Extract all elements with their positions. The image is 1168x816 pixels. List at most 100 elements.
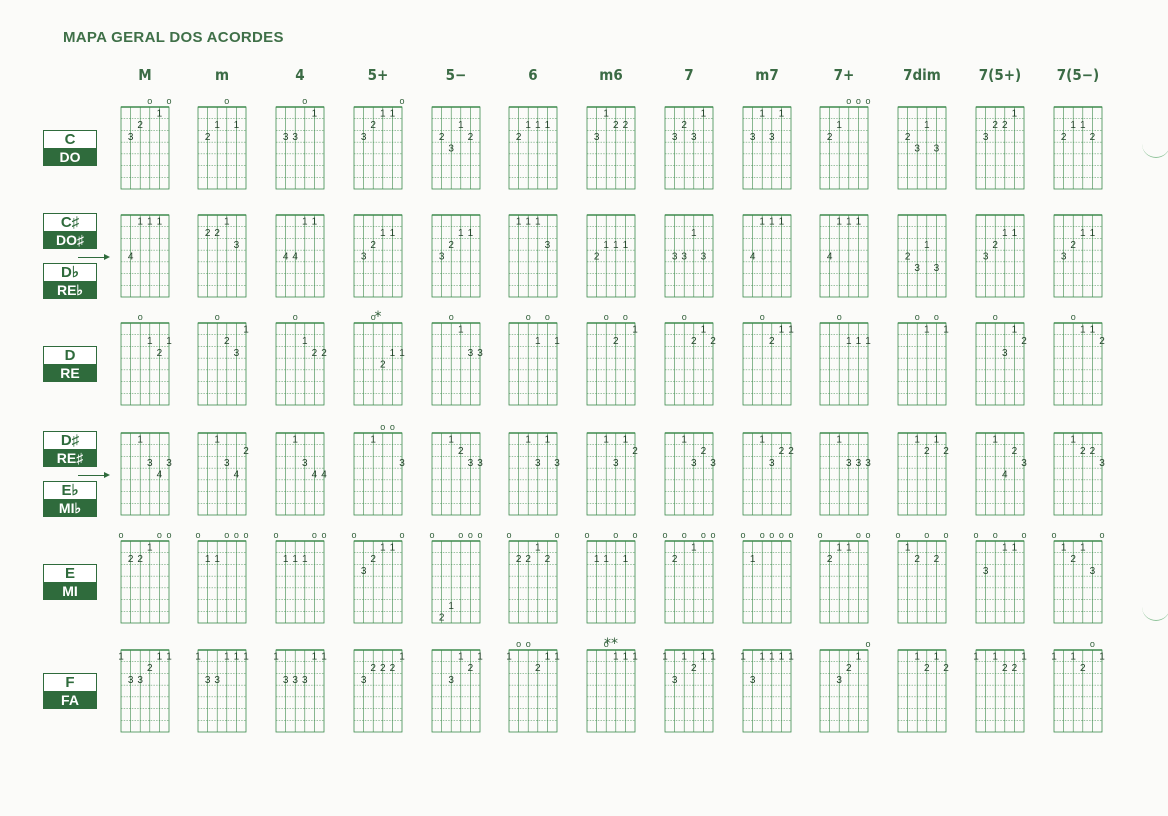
open-string-mark: o [632,530,637,540]
finger-number: 3 [292,132,298,143]
open-string-mark: o [1090,639,1095,649]
finger-number: 1 [1080,542,1086,553]
finger-number: 2 [613,336,619,347]
finger-number: 1 [224,216,230,227]
finger-number: 3 [672,675,678,686]
open-string-mark: o [516,639,521,649]
finger-number: 2 [623,120,629,131]
finger-number: 1 [321,651,327,662]
finger-number: 1 [691,228,697,239]
chord-name-box: E MI [43,564,97,600]
finger-number: 2 [205,132,211,143]
finger-number: 3 [147,458,153,469]
open-string-mark: o [554,530,559,540]
finger-number: 2 [439,132,445,143]
finger-number: 1 [865,336,871,347]
open-string-mark: o [371,312,376,322]
finger-number: 3 [613,458,619,469]
finger-number: 2 [827,132,833,143]
chord-diagram: 4 4 1 1 [275,214,325,298]
finger-number: 3 [477,348,483,359]
finger-number: 2 [681,120,687,131]
open-string-mark: o [865,530,870,540]
finger-number: 3 [361,252,367,263]
chord-name-letter: E [44,565,96,582]
finger-number: 1 [545,651,551,662]
chord-diagram: o2 21o o [118,530,172,624]
chord-diagram: o1 1 1 [819,312,871,406]
chord-name-letter: D [44,347,96,364]
finger-number: 2 [1012,446,1018,457]
finger-number: 3 [292,675,298,686]
finger-number: 1 [302,554,308,565]
chord-name-letter: C♯ [44,214,96,231]
finger-number: 3 [934,144,940,155]
finger-number: 3 [914,144,920,155]
finger-number: 1 [1070,651,1076,662]
finger-number: 1 [681,651,687,662]
finger-number: 1 [458,324,464,335]
finger-number: 1 [836,120,842,131]
finger-number: 1 [769,651,775,662]
finger-number: 3 [1061,252,1067,263]
annotation-star: * [375,309,382,325]
finger-number: 3 [554,458,560,469]
finger-number: 2 [1061,132,1067,143]
finger-number: 1 [147,542,153,553]
finger-number: 4 [234,470,240,481]
finger-number: 1 [1070,434,1076,445]
finger-number: 1 [914,651,920,662]
chord-name-box: D♯ RE♯ [43,431,97,467]
finger-number: 1 [1051,651,1057,662]
finger-number: 3 [283,675,289,686]
chord-diagram: 41 1 1 [742,214,792,298]
finger-number: 1 [535,542,541,553]
chord-name-solfege: RE♭ [44,281,96,298]
finger-number: 3 [672,132,678,143]
finger-number: 4 [312,470,318,481]
open-string-mark: o [584,530,589,540]
finger-number: 3 [750,132,756,143]
chord-diagram: 21 12 [1053,106,1103,190]
finger-number: 2 [905,252,911,263]
finger-number: 2 [934,554,940,565]
chord-name-letter: F [44,674,96,691]
finger-number: 1 [147,336,153,347]
open-string-mark: o [895,530,900,540]
chord-name-solfege: FA [44,691,96,708]
finger-number: 1 [924,120,930,131]
diagram-frame [819,432,869,516]
finger-number: 2 [516,554,522,565]
chord-diagram: o 212 [664,312,716,406]
open-string-mark: o [788,530,793,540]
open-string-mark: o [740,530,745,540]
open-string-mark: o [779,530,784,540]
chord-name-solfege: DO♯ [44,231,96,248]
chord-name-box: F FA [43,673,97,709]
open-string-mark: o [865,96,870,106]
column-header-4: 5− [445,66,467,84]
chord-diagram: 32 2 21 [353,649,405,733]
finger-number: 1 [380,228,386,239]
open-string-mark: o [856,530,861,540]
finger-number: 1 [166,651,172,662]
finger-number: 1 [380,542,386,553]
open-string-mark: o [157,530,162,540]
chord-name-box: E♭ MI♭ [43,481,97,517]
finger-number: 4 [1002,470,1008,481]
open-string-mark: o [526,639,531,649]
finger-number: 1 [458,651,464,662]
finger-number: 1 [856,651,862,662]
finger-number: 3 [691,458,697,469]
open-string-mark: o [613,530,618,540]
finger-number: 1 [856,336,862,347]
finger-number: 3 [302,458,308,469]
finger-number: 2 [312,348,318,359]
open-string-mark: o [118,530,123,540]
chord-name-letter: E♭ [44,482,96,499]
